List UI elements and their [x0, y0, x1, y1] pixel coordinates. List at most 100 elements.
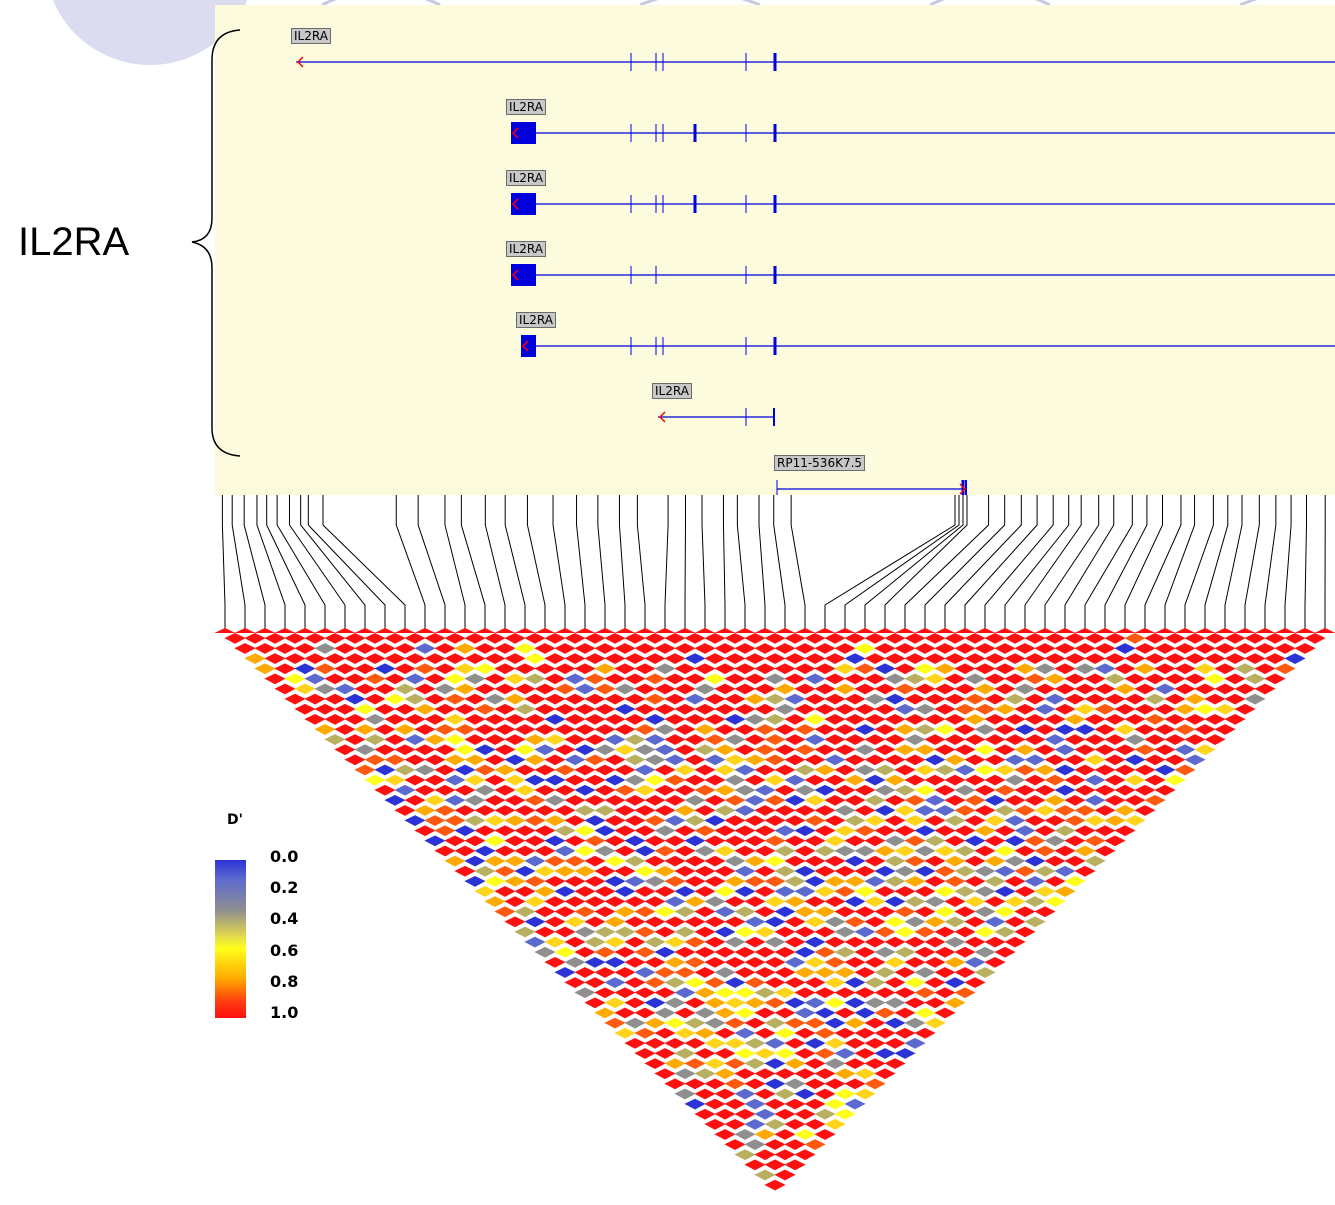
- ld-cell: [854, 805, 876, 816]
- ld-cell: [914, 926, 936, 938]
- ld-cell: [804, 693, 826, 705]
- ld-cell: [614, 946, 636, 958]
- ld-cell: [1004, 673, 1026, 685]
- ld-cell: [884, 673, 906, 685]
- ld-cell: [544, 693, 566, 705]
- ld-cell: [904, 734, 926, 745]
- ld-cell: [374, 683, 396, 695]
- marker-connector: [484, 495, 506, 633]
- ld-cell: [464, 754, 486, 766]
- ld-cell: [784, 1098, 806, 1110]
- ld-cell: [614, 784, 636, 796]
- ld-cell: [874, 643, 896, 654]
- ld-marker-cell: [534, 627, 556, 633]
- exon-tick: [773, 266, 777, 284]
- region-brace: [191, 29, 241, 457]
- marker-connector: [597, 495, 606, 633]
- marker-connector: [288, 495, 346, 633]
- ld-cell: [394, 643, 416, 654]
- ld-cell: [724, 1119, 746, 1130]
- ld-cell: [1034, 784, 1056, 796]
- ld-cell: [844, 896, 866, 907]
- ld-cell: [574, 946, 596, 958]
- ld-cell: [914, 886, 936, 897]
- ld-cell: [504, 815, 526, 826]
- ld-cell: [764, 795, 786, 806]
- ld-cell: [724, 997, 746, 1009]
- marker-connector: [722, 495, 726, 633]
- ld-cell: [654, 865, 676, 877]
- ld-cell: [824, 936, 846, 948]
- ld-cell: [674, 1048, 696, 1059]
- exon-tick: [745, 408, 747, 426]
- ld-cell: [544, 835, 566, 847]
- ld-cell: [804, 1078, 826, 1090]
- ld-cell: [994, 724, 1016, 735]
- ld-cell: [784, 754, 806, 766]
- ld-cell: [654, 784, 676, 796]
- ld-cell: [514, 865, 536, 877]
- ld-cell: [774, 784, 796, 796]
- ld-cell: [844, 693, 866, 705]
- ld-cell: [994, 805, 1016, 816]
- ld-marker-cell: [614, 627, 636, 633]
- ld-cell: [444, 653, 466, 664]
- ld-cell: [1154, 683, 1176, 695]
- ld-cell: [584, 957, 606, 968]
- ld-cell: [784, 936, 806, 948]
- ld-cell: [944, 633, 966, 644]
- ld-cell: [854, 845, 876, 857]
- ld-cell: [454, 825, 476, 837]
- ld-cell: [804, 714, 826, 725]
- ld-cell: [704, 815, 726, 826]
- ld-cell: [794, 967, 816, 978]
- ld-cell: [644, 1017, 666, 1029]
- ld-cell: [414, 825, 436, 837]
- ld-cell: [794, 784, 816, 796]
- ld-cell: [1154, 663, 1176, 675]
- ld-cell: [524, 876, 546, 887]
- ld-cell: [674, 906, 696, 918]
- ld-cell: [744, 977, 766, 988]
- ld-cell: [774, 865, 796, 877]
- ld-cell: [1124, 754, 1146, 766]
- ld-cell: [764, 693, 786, 705]
- ld-cell: [614, 987, 636, 999]
- ld-cell: [964, 896, 986, 907]
- ld-cell: [584, 835, 606, 847]
- ld-cell: [1044, 693, 1066, 705]
- ld-cell: [274, 663, 296, 675]
- ld-cell: [674, 926, 696, 938]
- ld-cell: [394, 744, 416, 756]
- ld-cell: [644, 734, 666, 745]
- ld-cell: [604, 1017, 626, 1029]
- ld-cell: [914, 643, 936, 654]
- ld-cell: [844, 795, 866, 806]
- ld-cell: [384, 754, 406, 766]
- ld-cell: [784, 653, 806, 664]
- ld-cell: [1304, 633, 1326, 644]
- ld-cell: [664, 633, 686, 644]
- ld-cell: [564, 673, 586, 685]
- ld-cell: [1094, 643, 1116, 654]
- ld-cell: [824, 714, 846, 725]
- ld-cell: [754, 643, 776, 654]
- strand-arrow: [511, 198, 519, 210]
- ld-cell: [954, 724, 976, 735]
- ld-cell: [614, 1027, 636, 1039]
- ld-cell: [414, 683, 436, 695]
- ld-cell: [934, 865, 956, 877]
- ld-cell: [1014, 703, 1036, 715]
- ld-cell: [884, 957, 906, 968]
- ld-cell: [784, 1119, 806, 1130]
- ld-cell: [744, 916, 766, 928]
- exon-tick: [630, 53, 632, 71]
- ld-cell: [994, 764, 1016, 776]
- ld-cell: [794, 825, 816, 837]
- ld-cell: [504, 754, 526, 766]
- ld-cell: [964, 693, 986, 705]
- ld-cell: [1154, 703, 1176, 715]
- ld-cell: [1064, 795, 1086, 806]
- ld-cell: [694, 845, 716, 857]
- ld-cell: [274, 683, 296, 695]
